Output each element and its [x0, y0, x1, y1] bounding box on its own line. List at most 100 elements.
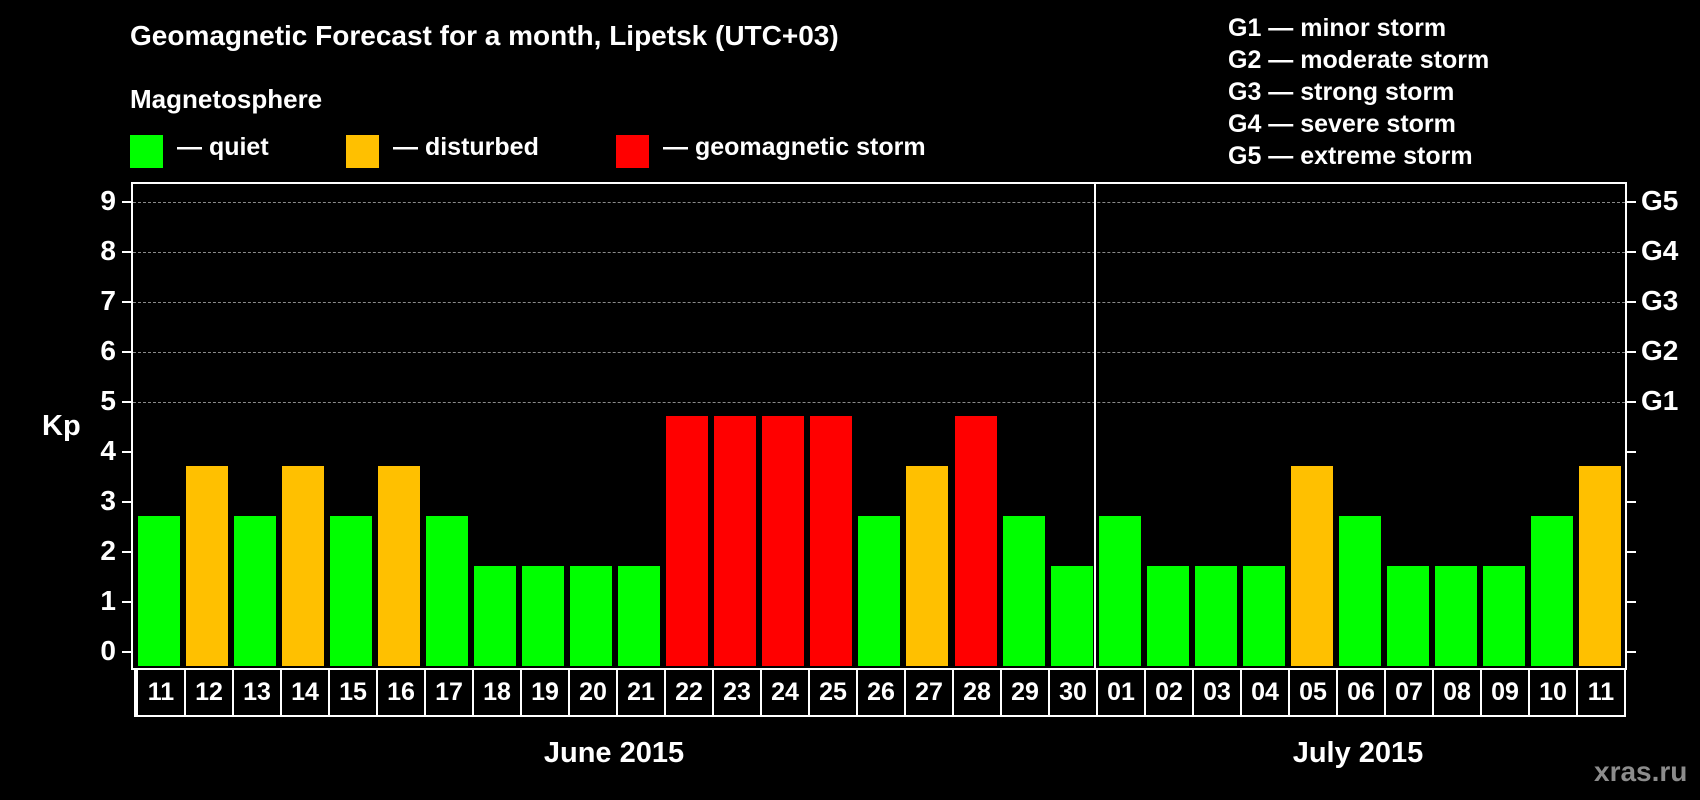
y-tick — [122, 601, 132, 603]
date-cell: 06 — [1336, 669, 1384, 715]
bar-quiet — [426, 516, 469, 666]
g-scale-item: G1 — minor storm — [1228, 14, 1447, 42]
bar-quiet — [1098, 516, 1141, 666]
date-cell: 02 — [1144, 669, 1192, 715]
legend-swatch-disturbed — [346, 135, 379, 168]
date-axis: 11 12 13 14 15 16 17 18 19 20 21 22 23 24 25 26 27 28 29 30… — [134, 669, 1626, 717]
y-tick-right — [1626, 301, 1636, 303]
bar-disturbed — [378, 466, 421, 666]
y-tick — [122, 651, 132, 653]
date-cell: 11 — [1576, 669, 1624, 715]
bar-storm — [714, 416, 757, 666]
gridline — [133, 352, 1625, 353]
bar-quiet — [570, 566, 613, 666]
g-scale-item: G5 — extreme storm — [1228, 142, 1473, 170]
gridline — [133, 252, 1625, 253]
date-cell: 27 — [904, 669, 952, 715]
y-axis-label: Kp — [42, 410, 81, 442]
chart-subtitle: Magnetosphere — [130, 84, 323, 114]
month-label-july: July 2015 — [1292, 737, 1424, 769]
y-tick — [122, 301, 132, 303]
date-cell: 24 — [760, 669, 808, 715]
gridline — [133, 302, 1625, 303]
bar-quiet — [522, 566, 565, 666]
g-scale-item: G2 — moderate storm — [1228, 46, 1490, 74]
bar-quiet — [618, 566, 661, 666]
date-cell: 09 — [1480, 669, 1528, 715]
date-cell: 22 — [664, 669, 712, 715]
y-tick-right — [1626, 451, 1636, 453]
date-cell: 19 — [520, 669, 568, 715]
legend-label-disturbed: — disturbed — [393, 133, 539, 161]
gridline — [133, 402, 1625, 403]
y-tick-label: 9 — [100, 185, 116, 216]
y-tick-right — [1626, 201, 1636, 203]
bar-quiet — [234, 516, 277, 666]
bar-quiet — [1002, 516, 1045, 666]
bar-disturbed — [186, 466, 229, 666]
date-cell: 26 — [856, 669, 904, 715]
legend-swatch-quiet — [130, 135, 163, 168]
g-level-label: G4 — [1641, 235, 1679, 266]
y-tick-label: 8 — [100, 235, 116, 266]
legend-label-storm: — geomagnetic storm — [663, 133, 926, 161]
y-tick — [122, 351, 132, 353]
date-cell: 07 — [1384, 669, 1432, 715]
bar-quiet — [330, 516, 373, 666]
g-level-label: G2 — [1641, 335, 1679, 366]
bar-quiet — [1482, 566, 1525, 666]
date-cell: 13 — [232, 669, 280, 715]
date-cell: 14 — [280, 669, 328, 715]
date-cell: 10 — [1528, 669, 1576, 715]
bar-disturbed — [1290, 466, 1333, 666]
date-cell: 17 — [424, 669, 472, 715]
watermark: xras.ru — [1594, 756, 1688, 787]
y-tick-label: 6 — [100, 335, 116, 366]
bar-storm — [666, 416, 709, 666]
chart-title: Geomagnetic Forecast for a month, Lipets… — [130, 20, 839, 51]
date-cell: 05 — [1288, 669, 1336, 715]
bar-quiet — [1194, 566, 1237, 666]
date-cell: 04 — [1240, 669, 1288, 715]
gridline — [133, 202, 1625, 203]
date-cell: 01 — [1096, 669, 1144, 715]
y-tick — [122, 451, 132, 453]
bar-quiet — [1386, 566, 1429, 666]
date-cell: 08 — [1432, 669, 1480, 715]
y-tick-label: 2 — [100, 535, 116, 566]
bar-quiet — [1434, 566, 1477, 666]
bar-storm — [810, 416, 853, 666]
y-tick-right — [1626, 551, 1636, 553]
bar-storm — [762, 416, 805, 666]
g-level-label: G1 — [1641, 385, 1679, 416]
y-tick — [122, 501, 132, 503]
month-divider — [1094, 182, 1096, 668]
g-scale-legend: G1 — minor storm G2 — moderate storm G3 … — [1228, 12, 1489, 172]
bar-disturbed — [1578, 466, 1621, 666]
y-tick-right — [1626, 351, 1636, 353]
y-tick — [122, 251, 132, 253]
g-scale-item: G4 — severe storm — [1228, 110, 1456, 138]
date-cell: 28 — [952, 669, 1000, 715]
bar-disturbed — [282, 466, 325, 666]
g-scale-item: G3 — strong storm — [1228, 78, 1455, 106]
y-tick-label: 4 — [100, 435, 116, 466]
bar-quiet — [1242, 566, 1285, 666]
g-level-label: G3 — [1641, 285, 1679, 316]
bar-quiet — [1146, 566, 1189, 666]
bar-quiet — [138, 516, 180, 666]
y-tick-right — [1626, 501, 1636, 503]
date-cell: 29 — [1000, 669, 1048, 715]
y-tick — [122, 201, 132, 203]
y-tick-label: 5 — [100, 385, 116, 416]
y-tick — [122, 551, 132, 553]
date-cell: 20 — [568, 669, 616, 715]
y-tick-right — [1626, 401, 1636, 403]
y-tick — [122, 401, 132, 403]
date-cell: 23 — [712, 669, 760, 715]
date-cell: 16 — [376, 669, 424, 715]
bar-quiet — [474, 566, 517, 666]
date-cell: 18 — [472, 669, 520, 715]
date-cell: 21 — [616, 669, 664, 715]
date-cell: 11 — [136, 669, 184, 715]
